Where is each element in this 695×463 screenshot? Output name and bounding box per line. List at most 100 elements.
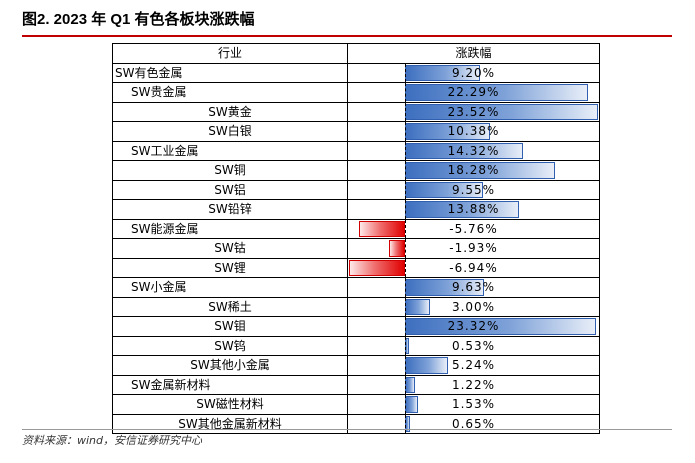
table-row: SW其他金属新材料 0.65%	[112, 413, 600, 434]
table-row: SW金属新材料 1.22%	[112, 374, 600, 395]
table-row: SW铝 9.55%	[112, 179, 600, 200]
table-row: SW能源金属 -5.76%	[112, 218, 600, 239]
zero-axis	[405, 63, 406, 82]
table-row: SW钼 23.32%	[112, 316, 600, 337]
source-note: 资料来源：wind，安信证券研究中心	[22, 429, 672, 448]
data-label: 22.29%	[447, 85, 500, 100]
row-change-cell: 22.29%	[347, 82, 600, 103]
data-label: 9.55%	[451, 182, 496, 197]
data-bar	[405, 376, 415, 393]
row-industry-name: SW工业金属	[112, 140, 348, 161]
row-change-cell: 0.53%	[347, 335, 600, 356]
data-bar	[405, 103, 598, 120]
data-bar	[405, 396, 418, 413]
row-change-cell: 10.38%	[347, 121, 600, 142]
row-industry-name: SW白银	[112, 121, 348, 142]
change-table: 行业 涨跌幅 SW有色金属 9.20% SW贵金属 22.29% SW黄金 23.52% S…	[112, 43, 600, 434]
row-industry-name: SW能源金属	[112, 218, 348, 239]
row-industry-name: SW稀土	[112, 296, 348, 317]
zero-axis	[405, 200, 406, 219]
row-industry-name: SW钼	[112, 316, 348, 337]
data-label: 9.20%	[451, 65, 496, 80]
zero-axis	[405, 317, 406, 336]
table-row: SW铅锌 13.88%	[112, 199, 600, 220]
table-row: SW小金属 9.63%	[112, 277, 600, 298]
row-industry-name: SW其他小金属	[112, 355, 348, 376]
row-industry-name: SW小金属	[112, 277, 348, 298]
zero-axis	[405, 278, 406, 297]
data-label: 9.63%	[451, 280, 496, 295]
data-label: 23.52%	[447, 104, 500, 119]
row-change-cell: 14.32%	[347, 140, 600, 161]
header-change: 涨跌幅	[347, 43, 600, 64]
row-industry-name: SW磁性材料	[112, 394, 348, 415]
zero-axis	[405, 141, 406, 160]
table-body: SW有色金属 9.20% SW贵金属 22.29% SW黄金 23.52% SW白银 10.3…	[112, 62, 600, 434]
zero-axis	[405, 414, 406, 433]
row-industry-name: SW贵金属	[112, 82, 348, 103]
data-bar	[358, 220, 405, 237]
data-label: 18.28%	[447, 163, 500, 178]
title-rule	[22, 35, 672, 37]
zero-axis	[405, 122, 406, 141]
zero-axis	[405, 297, 406, 316]
row-industry-name: SW钴	[112, 238, 348, 259]
data-bar	[405, 357, 448, 374]
zero-axis	[405, 161, 406, 180]
row-industry-name: SW金属新材料	[112, 374, 348, 395]
zero-axis	[405, 180, 406, 199]
table-row: SW铜 18.28%	[112, 160, 600, 181]
table-row: SW磁性材料 1.53%	[112, 394, 600, 415]
table-row: SW钨 0.53%	[112, 335, 600, 356]
data-label: 1.53%	[451, 397, 496, 412]
table-row: SW黄金 23.52%	[112, 101, 600, 122]
data-label: -5.76%	[449, 221, 498, 236]
data-bar	[405, 298, 430, 315]
row-change-cell: 1.53%	[347, 394, 600, 415]
header-industry: 行业	[112, 43, 348, 64]
row-change-cell: 0.65%	[347, 413, 600, 434]
table-row: SW锂 -6.94%	[112, 257, 600, 278]
table-row: SW白银 10.38%	[112, 121, 600, 142]
zero-axis	[405, 102, 406, 121]
row-change-cell: -6.94%	[347, 257, 600, 278]
row-change-cell: 23.52%	[347, 101, 600, 122]
row-change-cell: 13.88%	[347, 199, 600, 220]
data-label: 1.22%	[451, 377, 496, 392]
row-change-cell: 23.32%	[347, 316, 600, 337]
row-industry-name: SW锂	[112, 257, 348, 278]
zero-axis	[405, 395, 406, 414]
table-row: SW工业金属 14.32%	[112, 140, 600, 161]
table-row: SW贵金属 22.29%	[112, 82, 600, 103]
zero-axis	[405, 83, 406, 102]
data-label: 14.32%	[447, 143, 500, 158]
zero-axis	[405, 239, 406, 258]
zero-axis	[405, 219, 406, 238]
zero-axis	[405, 336, 406, 355]
zero-axis	[405, 356, 406, 375]
row-industry-name: SW钨	[112, 335, 348, 356]
zero-axis	[405, 375, 406, 394]
row-change-cell: 1.22%	[347, 374, 600, 395]
table-row: SW钴 -1.93%	[112, 238, 600, 259]
header-row: 行业 涨跌幅	[112, 43, 600, 64]
data-label: 23.32%	[447, 319, 500, 334]
table-row: SW稀土 3.00%	[112, 296, 600, 317]
row-change-cell: -5.76%	[347, 218, 600, 239]
row-industry-name: SW铜	[112, 160, 348, 181]
row-industry-name: SW铅锌	[112, 199, 348, 220]
row-change-cell: 5.24%	[347, 355, 600, 376]
data-label: -6.94%	[449, 260, 498, 275]
row-change-cell: 18.28%	[347, 160, 600, 181]
row-industry-name: SW铝	[112, 179, 348, 200]
table-row: SW有色金属 9.20%	[112, 62, 600, 83]
data-label: -1.93%	[449, 241, 498, 256]
row-industry-name: SW有色金属	[112, 62, 348, 83]
zero-axis	[405, 258, 406, 277]
row-change-cell: 9.63%	[347, 277, 600, 298]
data-bar	[405, 318, 597, 335]
row-industry-name: SW其他金属新材料	[112, 413, 348, 434]
data-bar	[389, 240, 405, 257]
data-label: 5.24%	[451, 358, 496, 373]
row-change-cell: 9.20%	[347, 62, 600, 83]
